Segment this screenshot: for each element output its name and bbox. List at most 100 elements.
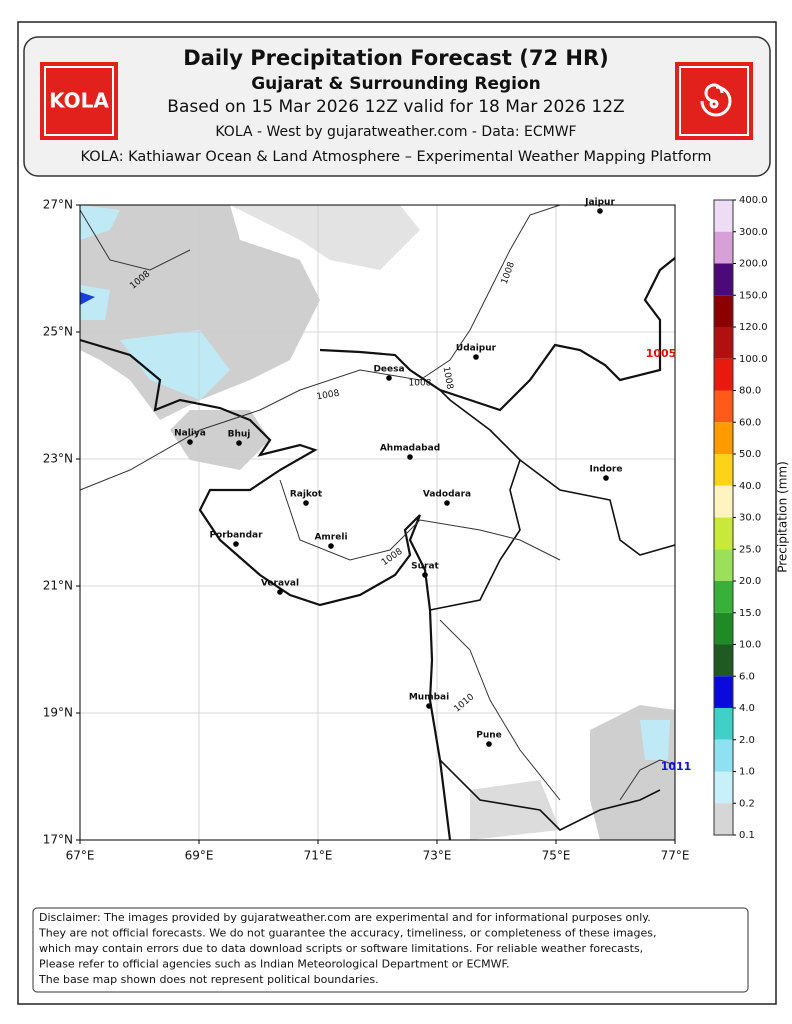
isobar [279, 479, 561, 561]
colorbar-tick-label: 4.0 [739, 703, 755, 714]
city-dot [603, 475, 609, 481]
colorbar-tick-label: 10.0 [739, 640, 761, 651]
lat-tick-label: 27°N [43, 198, 73, 212]
city-label: Porbandar [209, 531, 263, 541]
logo-left-border [44, 66, 114, 136]
city-label: Veraval [261, 579, 299, 589]
disclaimer-line: Disclaimer: The images provided by gujar… [39, 911, 651, 924]
title: Daily Precipitation Forecast (72 HR) [183, 46, 608, 70]
lon-tick-label: 69°E [185, 849, 214, 863]
city-label: Deesa [373, 365, 404, 375]
isobar-label: 1008 [316, 389, 341, 403]
city-label: Vadodara [423, 490, 471, 500]
coastline [79, 257, 676, 841]
colorbar-segment [714, 263, 733, 296]
city-label: Amreli [314, 533, 347, 543]
isobars [79, 204, 676, 801]
city-dot [303, 500, 309, 506]
colorbar-segment [714, 739, 733, 772]
colorbar-segment [714, 390, 733, 423]
low-pressure-label: 1005 [646, 347, 677, 360]
city-label: Bhuj [228, 430, 251, 440]
precip-blue [80, 292, 95, 305]
colorbar-tick-label: 300.0 [739, 227, 768, 238]
logo-right-border [679, 66, 749, 136]
colorbar-tick-label: 0.2 [739, 798, 755, 809]
colorbar: 400.0 300.0 200.0 150.0 120.0 100.0 80.0 60.0 50… [713, 195, 768, 841]
lon-tick-label: 75°E [542, 849, 571, 863]
colorbar-segment [714, 803, 733, 835]
colorbar-tick-label: 100.0 [739, 354, 768, 365]
city-dot [277, 589, 283, 595]
logo-left [40, 62, 118, 140]
lon-tick-label: 71°E [304, 849, 333, 863]
city-dot [236, 440, 242, 446]
colorbar-segment [714, 295, 733, 327]
city-label: Rajkot [290, 490, 323, 500]
colorbar-tick-label: 60.0 [739, 417, 761, 428]
colorbar-segment [714, 612, 733, 645]
precip-cyan [640, 720, 670, 760]
isobar [79, 204, 561, 491]
colorbar-segment [714, 422, 733, 454]
colorbar-segment [714, 644, 733, 677]
disclaimer-line: which may contain errors due to data dow… [39, 942, 643, 955]
precip-gray [230, 205, 420, 270]
city-label: Udaipur [456, 344, 497, 354]
colorbar-tick-label: 1.0 [739, 767, 755, 778]
header-box [23, 36, 771, 177]
lon-tick-label: 67°E [66, 849, 95, 863]
city-dot [233, 541, 239, 547]
colorbar-tick-label: 0.1 [739, 830, 755, 841]
city-label: Naliya [174, 429, 206, 439]
city-dot [426, 703, 432, 709]
source: KOLA - West by gujaratweather.com - Data… [215, 124, 576, 140]
colorbar-segment [714, 358, 733, 391]
city-dot [407, 454, 413, 460]
lon-tick-label: 77°E [661, 849, 690, 863]
city-label: Pune [476, 731, 502, 741]
colorbar-segment [714, 549, 733, 581]
colorbar-tick-label: 30.0 [739, 513, 761, 524]
colorbar-segment [714, 708, 733, 740]
city-dot [422, 572, 428, 578]
colorbar-segment [714, 454, 733, 486]
isobar [439, 619, 561, 801]
city-label: Surat [411, 562, 439, 572]
precip-light [80, 205, 670, 760]
lon-tick-label: 73°E [423, 849, 452, 863]
disclaimer-line: Please refer to official agencies such a… [39, 958, 510, 971]
lat-tick-label: 23°N [43, 452, 73, 466]
colorbar-tick-label: 15.0 [739, 608, 761, 619]
colorbar-segment [714, 676, 733, 708]
logo-text: KOLA [49, 89, 109, 113]
colorbar-tick-label: 20.0 [739, 576, 761, 587]
isobar-label: 1008 [441, 366, 455, 391]
lat-tick-label: 25°N [43, 325, 73, 339]
colorbar-segment [714, 517, 733, 550]
colorbar-tick-label: 120.0 [739, 322, 768, 333]
precip-gray [170, 410, 270, 470]
colorbar-tick-label: 80.0 [739, 386, 761, 397]
city-dot [187, 439, 193, 445]
colorbar-label: Precipitation (mm) [776, 461, 790, 573]
colorbar-tick-label: 150.0 [739, 290, 768, 301]
colorbar-tick-label: 40.0 [739, 481, 761, 492]
map: Jaipur Udaipur Deesa Ahmadabad Indore Naliya B… [79, 198, 691, 841]
precip-gray [470, 780, 560, 840]
city-dot [473, 354, 479, 360]
precip-cyan [80, 205, 120, 240]
disclaimer-box [32, 907, 749, 993]
city-label: Jaipur [584, 198, 615, 208]
disclaimer-line: They are not official forecasts. We do n… [38, 927, 657, 940]
border [439, 759, 661, 831]
precip-cyan [120, 330, 230, 400]
colorbar-tick-label: 6.0 [739, 671, 755, 682]
colorbar-segment [714, 200, 733, 232]
colorbar-segment [714, 771, 733, 804]
colorbar-segment [714, 581, 733, 613]
colorbar-segment [714, 231, 733, 264]
city-dot [444, 500, 450, 506]
border [319, 257, 676, 412]
platform: KOLA: Kathiawar Ocean & Land Atmosphere … [80, 149, 711, 165]
